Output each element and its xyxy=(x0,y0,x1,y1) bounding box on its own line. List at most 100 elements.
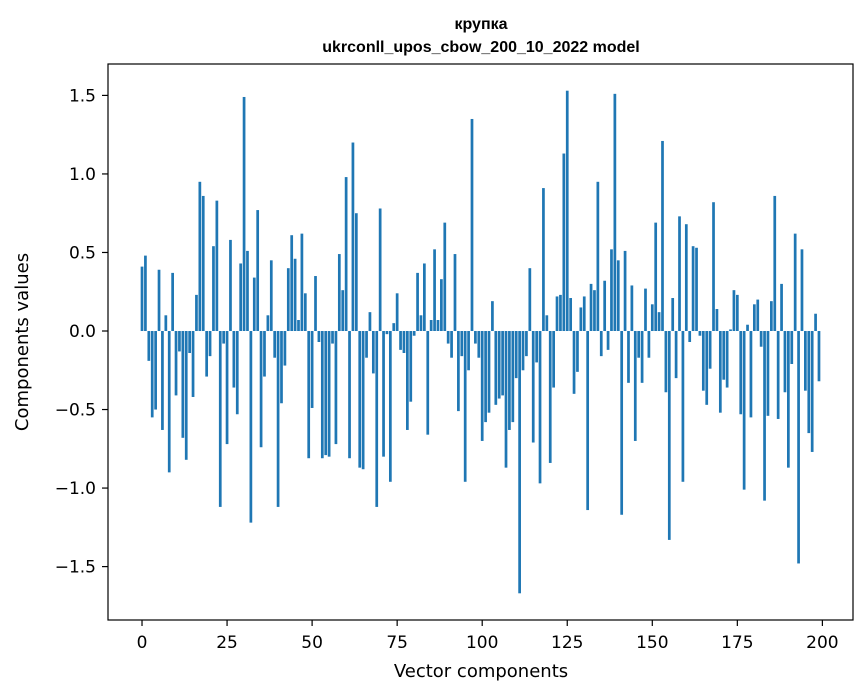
bar-13 xyxy=(184,331,188,460)
bar-197 xyxy=(810,331,814,452)
bar-86 xyxy=(433,249,436,331)
bar-154 xyxy=(664,331,668,393)
bar-185 xyxy=(770,301,773,331)
bar-161 xyxy=(688,331,692,342)
bar-63 xyxy=(354,213,358,332)
bar-92 xyxy=(453,254,457,332)
bar-115 xyxy=(531,331,535,443)
bar-14 xyxy=(188,331,191,353)
bar-66 xyxy=(365,331,368,358)
bar-193 xyxy=(797,331,800,564)
bar-149 xyxy=(647,331,651,358)
bar-196 xyxy=(807,331,811,434)
bar-31 xyxy=(246,250,249,331)
bar-22 xyxy=(215,200,219,331)
bar-68 xyxy=(371,331,375,374)
x-tick-label: 100 xyxy=(466,633,498,653)
bar-5 xyxy=(157,269,161,331)
bar-18 xyxy=(201,195,205,331)
bar-6 xyxy=(161,331,164,430)
bar-163 xyxy=(695,247,698,331)
bar-99 xyxy=(477,331,481,358)
bar-90 xyxy=(446,331,450,344)
x-axis-ticks: 0 25 50 75 100 125 150 175 200 xyxy=(137,620,839,653)
bar-0 xyxy=(140,266,144,332)
bar-125 xyxy=(565,90,569,332)
bar-24 xyxy=(222,331,226,344)
bar-156 xyxy=(671,298,675,331)
bar-17 xyxy=(198,181,202,332)
bar-103 xyxy=(491,301,494,331)
bar-85 xyxy=(429,320,433,331)
y-tick-label: 1.5 xyxy=(69,86,96,106)
bar-178 xyxy=(746,324,749,331)
bar-69 xyxy=(375,331,379,507)
bar-179 xyxy=(749,331,753,418)
bar-109 xyxy=(511,331,515,423)
bar-80 xyxy=(412,331,416,336)
y-tick-label: 1.0 xyxy=(69,165,96,185)
bar-81 xyxy=(416,272,419,331)
bar-11 xyxy=(178,331,181,352)
bar-19 xyxy=(205,331,209,377)
bar-104 xyxy=(494,331,498,405)
bar-2 xyxy=(147,331,151,361)
x-tick-label: 50 xyxy=(301,633,323,653)
bar-74 xyxy=(392,323,396,331)
bar-8 xyxy=(167,331,171,473)
bar-175 xyxy=(735,294,739,331)
bar-40 xyxy=(276,331,280,507)
bar-144 xyxy=(630,285,634,332)
bar-10 xyxy=(174,331,178,396)
bar-188 xyxy=(780,283,783,332)
bar-series xyxy=(140,90,821,594)
bar-128 xyxy=(576,331,579,372)
x-tick-label: 75 xyxy=(386,633,408,653)
bar-7 xyxy=(164,315,168,332)
bar-64 xyxy=(358,331,362,468)
bar-89 xyxy=(443,222,447,331)
bar-76 xyxy=(399,331,402,350)
bar-35 xyxy=(259,331,263,448)
bar-172 xyxy=(725,331,729,388)
bar-88 xyxy=(440,279,443,332)
x-tick-label: 0 xyxy=(137,633,148,653)
bar-41 xyxy=(280,331,283,404)
bar-140 xyxy=(616,260,620,332)
bar-107 xyxy=(504,331,508,468)
y-axis-label: Components values xyxy=(12,253,33,431)
bar-33 xyxy=(252,277,256,331)
bar-155 xyxy=(667,331,671,540)
bar-15 xyxy=(191,331,195,397)
bar-58 xyxy=(337,254,341,332)
bar-3 xyxy=(150,331,154,418)
bar-119 xyxy=(545,315,549,332)
bar-189 xyxy=(783,331,787,393)
bar-54 xyxy=(324,331,328,456)
chart-title-line-1: крупка xyxy=(454,16,507,33)
y-tick-label: 0.5 xyxy=(69,243,96,263)
bar-113 xyxy=(525,331,528,357)
bar-182 xyxy=(759,331,763,347)
x-tick-label: 200 xyxy=(806,633,838,653)
bar-87 xyxy=(436,320,440,331)
bar-133 xyxy=(593,290,596,332)
bar-190 xyxy=(787,331,790,468)
bar-42 xyxy=(283,331,287,366)
bar-164 xyxy=(698,331,702,336)
bar-127 xyxy=(572,331,576,394)
bar-121 xyxy=(552,331,555,388)
bar-100 xyxy=(480,331,484,441)
bar-46 xyxy=(297,320,300,331)
bar-145 xyxy=(633,331,637,441)
bar-139 xyxy=(613,93,617,331)
bar-65 xyxy=(361,331,365,470)
bar-36 xyxy=(263,331,266,377)
bar-37 xyxy=(266,315,270,332)
bar-184 xyxy=(766,331,770,416)
bar-39 xyxy=(273,331,277,358)
bar-71 xyxy=(382,331,385,457)
bar-105 xyxy=(497,331,501,399)
bar-106 xyxy=(501,331,504,396)
